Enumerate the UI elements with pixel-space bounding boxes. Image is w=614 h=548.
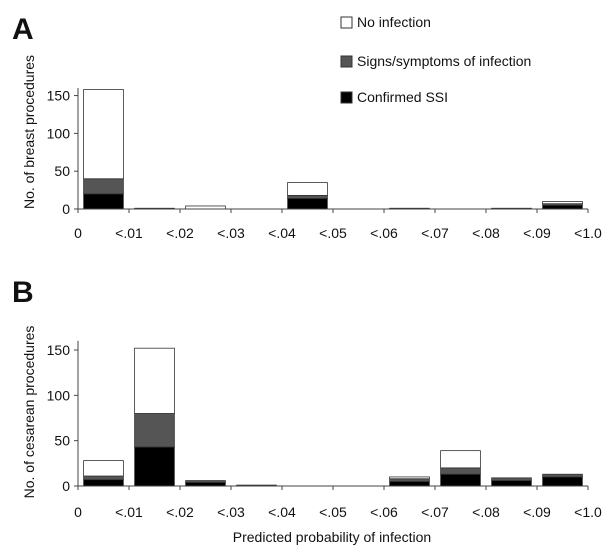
bar-panel-b-confirmed-ssi-7 <box>440 473 481 487</box>
panel-b-x-tick-label: <.06 <box>370 504 398 520</box>
bar-panel-b-signs-symptoms-of-infection-7 <box>440 467 481 475</box>
panel-b-y-tick-label: 150 <box>47 342 71 358</box>
panel-a-x-tick-label: <.05 <box>319 225 347 241</box>
panel-a-x-tick-label: <.02 <box>166 225 194 241</box>
panel-a-x-tick-label: <.09 <box>523 225 551 241</box>
bar-panel-a-confirmed-ssi-4 <box>287 198 328 210</box>
bar-panel-b-signs-symptoms-of-infection-1 <box>134 413 175 448</box>
bar-panel-b-confirmed-ssi-9 <box>542 476 583 487</box>
panel-a-x-tick-label: <.03 <box>217 225 245 241</box>
panel-a-x-tick-label: <.07 <box>421 225 449 241</box>
panel-a-y-tick-label: 50 <box>54 163 70 179</box>
legend-swatch-no-infection <box>340 16 353 29</box>
panel-a-x-tick-label: <.08 <box>472 225 500 241</box>
panel-b-chart: B No. of cesarean procedures 0 50 100 150 0 <… <box>12 276 602 520</box>
panel-b-x-tick-label: <.04 <box>268 504 296 520</box>
bar-panel-a-no-infection-4 <box>287 182 328 196</box>
bar-panel-a-no-infection-9 <box>542 201 583 205</box>
panel-b-x-tick-label: <.03 <box>217 504 245 520</box>
panel-b-x-tick-label: <.08 <box>472 504 500 520</box>
panel-a-x-tick-label: <1.0 <box>574 225 602 241</box>
bar-panel-a-signs-symptoms-of-infection-0 <box>83 178 124 195</box>
bar-panel-b-signs-symptoms-of-infection-2 <box>185 480 226 483</box>
panel-b-x-tick-label: <1.0 <box>574 504 602 520</box>
bar-panel-a-confirmed-ssi-9 <box>542 204 583 210</box>
bar-panel-b-signs-symptoms-of-infection-9 <box>542 473 583 478</box>
bar-panel-b-no-infection-7 <box>440 450 481 469</box>
x-axis-label: Predicted probability of infection <box>233 529 431 545</box>
panel-a-x-tick-label: 0 <box>74 225 82 241</box>
bar-panel-b-confirmed-ssi-8 <box>491 480 532 487</box>
panel-b-x-tick-label: <.05 <box>319 504 347 520</box>
panel-a-y-axis-label: No. of breast procedures <box>21 55 37 209</box>
bar-panel-b-signs-symptoms-of-infection-0 <box>83 475 124 481</box>
legend-swatch-confirmed-ssi <box>340 91 353 104</box>
panel-b-x-tick-label: <.09 <box>523 504 551 520</box>
panel-b-y-tick-label: 50 <box>54 433 70 449</box>
bar-panel-b-confirmed-ssi-0 <box>83 479 124 487</box>
bar-panel-b-signs-symptoms-of-infection-6 <box>389 478 430 482</box>
panel-a-x-tick-label: <.04 <box>268 225 296 241</box>
panel-b-label: B <box>12 276 34 309</box>
bar-panel-b-confirmed-ssi-2 <box>185 481 226 487</box>
bar-panel-a-signs-symptoms-of-infection-4 <box>287 194 328 199</box>
bar-panel-b-no-infection-0 <box>83 460 124 477</box>
bar-panel-b-signs-symptoms-of-infection-8 <box>491 477 532 481</box>
bar-panel-b-confirmed-ssi-6 <box>389 481 430 487</box>
panel-b-y-tick-label: 0 <box>62 478 70 494</box>
bar-panel-a-no-infection-0 <box>83 89 124 180</box>
panel-a-y-tick-label: 100 <box>47 125 71 141</box>
panel-b-x-tick-label: <.01 <box>115 504 143 520</box>
panel-b-y-tick-label: 100 <box>47 387 71 403</box>
panel-a-y-tick-label: 0 <box>62 201 70 217</box>
bar-panel-a-confirmed-ssi-0 <box>83 193 124 210</box>
legend: No infection Signs/symptoms of infection… <box>340 14 531 105</box>
panel-b-x-tick-label: <.07 <box>421 504 449 520</box>
panel-a-y-tick-label: 150 <box>47 88 71 104</box>
panel-b-x-tick-label: 0 <box>74 504 82 520</box>
panel-a-x-tick-label: <.06 <box>370 225 398 241</box>
legend-label-confirmed-ssi: Confirmed SSI <box>357 89 448 105</box>
panel-b-x-tick-label: <.02 <box>166 504 194 520</box>
bar-panel-b-confirmed-ssi-1 <box>134 446 175 487</box>
panel-b-y-axis-label: No. of cesarean procedures <box>21 326 37 499</box>
bar-panel-b-no-infection-1 <box>134 347 175 414</box>
legend-label-signs-symptoms: Signs/symptoms of infection <box>357 53 531 69</box>
panel-a-chart: A No. of breast procedures 0 50 100 150 0 <.0… <box>12 13 602 241</box>
legend-swatch-signs-symptoms <box>340 55 353 68</box>
bar-panel-b-no-infection-6 <box>389 476 430 480</box>
panel-a-label: A <box>12 13 34 46</box>
legend-label-no-infection: No infection <box>357 14 431 30</box>
panel-a-x-tick-label: <.01 <box>115 225 143 241</box>
